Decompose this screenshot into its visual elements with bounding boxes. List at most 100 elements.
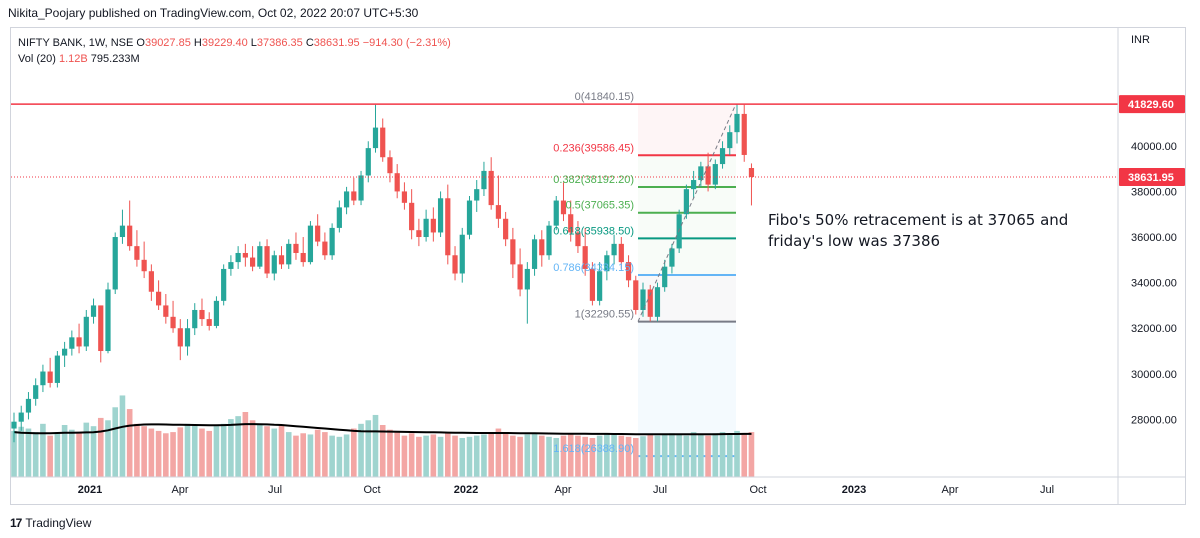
candle-body [380,127,386,158]
fib-zone-0-0236 [638,103,736,156]
volume-bar [430,434,437,477]
candle-body [83,316,89,347]
candle-body [445,198,451,256]
volume-bar [387,429,393,477]
volume-bar [264,426,270,477]
tradingview-brand[interactable]: 17 TradingView [10,516,91,530]
candle-body [62,348,68,356]
candle-body [170,316,176,329]
volume-bar [683,435,690,477]
volume-bar [531,433,538,477]
fib-trend-line [637,103,737,322]
volume-bar [358,423,364,477]
volume-bar [293,435,299,477]
candle-body [531,239,538,269]
volume-bar [437,436,444,477]
volume-bar [394,432,400,477]
volume-bar [611,434,617,477]
volume-bar [575,435,581,477]
candle-body [98,305,104,352]
candle-body [372,127,379,149]
volume-bar [40,423,46,477]
candle-body [582,246,588,269]
volume-bar [336,436,343,477]
candle-body [329,227,335,256]
candle-body [300,252,306,263]
candle-body [177,328,183,347]
volume-bar [567,433,574,477]
y-tick-label: 30000.00 [1131,369,1177,381]
y-tick-label: 32000.00 [1131,323,1177,335]
volume-bar [83,422,90,477]
volume-bar [589,438,596,477]
candle-body [387,157,393,174]
volume-bar [517,436,523,477]
volume-bar [676,434,682,477]
candle-body [719,148,726,165]
candle-body [503,218,509,240]
symbol-legend[interactable]: NIFTY BANK, 1W, NSE O39027.85 H39229.40 … [18,37,451,49]
candle-body [481,170,487,190]
volume-bar [112,407,119,477]
x-tick-label: Apr [941,484,958,496]
candle-body [235,252,241,263]
volume-bar [416,436,422,477]
candle-body [575,232,581,247]
candle-body [597,271,603,301]
candle-body [705,166,711,185]
annotation-text: friday's low was 37386 [768,232,940,250]
volume-bar [669,433,675,477]
volume-bar [726,434,733,477]
candle-body [141,259,147,272]
candle-body [654,287,661,317]
candle-body [741,113,747,155]
volume-bar [18,426,25,477]
volume-bar [502,433,509,477]
candle-body [553,200,559,226]
candle-body [163,305,169,317]
candle-body [459,234,465,274]
candle-body [257,246,263,267]
candle-body [148,271,154,292]
volume-bar [705,435,711,477]
volume-bar [712,433,719,477]
candle-body [184,328,191,347]
annotation-text: Fibo's 50% retracement is at 37065 and [768,211,1068,229]
candle-body [524,268,530,290]
volume-bar [604,433,610,477]
x-tick-label: 2021 [78,484,102,496]
candle-body [539,239,545,256]
candle-body [192,309,198,329]
candle-body [604,255,610,272]
fib-level-label: 0.786(34334.15) [553,262,634,274]
volume-bar [538,435,545,477]
volume-bar [734,430,740,477]
volume-bar [126,409,133,477]
last-price-badge-label: 38631.95 [1128,172,1174,184]
volume-bar [257,423,263,477]
volume-bar [524,434,531,477]
x-tick-label: 2023 [842,484,866,496]
volume-bar [741,434,748,477]
candle-body [54,355,60,383]
candle-body [423,218,429,238]
y-tick-label: 40000.00 [1131,141,1177,153]
candle-body [112,237,118,290]
volume-legend[interactable]: Vol (20) 1.12B 795.233M [18,53,140,65]
candle-body [271,255,277,274]
volume-bar [228,419,234,477]
volume-bar [452,435,458,477]
volume-bar [206,430,213,477]
candle-body [293,243,299,253]
volume-bar [459,438,466,477]
volume-bar [640,436,646,477]
volume-bar [97,417,104,477]
chart-frame [10,27,1186,505]
volume-bar [423,435,429,477]
volume-bar [134,423,140,477]
volume-bar [408,433,415,477]
volume-bar [698,434,704,477]
high-price-badge [1119,95,1185,114]
volume-bar [155,430,162,477]
fib-level-label: 0.382(38192.20) [553,174,634,186]
